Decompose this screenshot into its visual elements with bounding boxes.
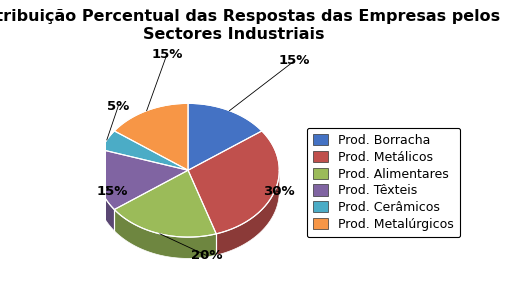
Polygon shape [115, 209, 216, 258]
Text: Distribuição Percentual das Respostas das Empresas pelos
Sectores Industriais: Distribuição Percentual das Respostas da… [0, 9, 500, 42]
Text: 15%: 15% [151, 48, 183, 61]
Polygon shape [101, 131, 188, 170]
Polygon shape [188, 103, 262, 170]
Text: 5%: 5% [107, 100, 130, 113]
Polygon shape [115, 103, 188, 170]
Polygon shape [188, 131, 279, 234]
Text: 15%: 15% [96, 185, 128, 198]
Polygon shape [97, 171, 115, 231]
Polygon shape [97, 150, 188, 209]
Legend: Prod. Borracha, Prod. Metálicos, Prod. Alimentares, Prod. Têxteis, Prod. Cerâmic: Prod. Borracha, Prod. Metálicos, Prod. A… [307, 128, 460, 237]
Polygon shape [115, 170, 216, 237]
Text: 20%: 20% [190, 249, 222, 262]
Polygon shape [216, 171, 279, 255]
Text: 15%: 15% [279, 54, 310, 67]
Text: 30%: 30% [264, 185, 295, 198]
